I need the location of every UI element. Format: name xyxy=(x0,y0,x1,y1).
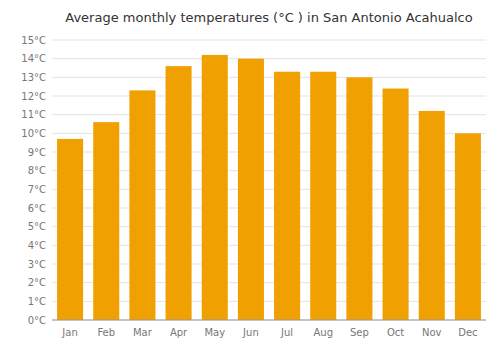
title: Average monthly temperatures (°C ) in Sa… xyxy=(65,10,472,25)
x-tick-label: Jan xyxy=(61,327,77,338)
grid-line xyxy=(52,320,486,321)
x-tick-label: Dec xyxy=(458,327,477,338)
x-tick-label: Oct xyxy=(387,327,404,338)
x-tick-label: Apr xyxy=(170,327,188,338)
bar xyxy=(129,90,155,320)
y-tick-label: 13°C xyxy=(21,72,46,83)
bar xyxy=(57,139,83,320)
x-tick-label: Nov xyxy=(422,327,442,338)
y-tick-label: 7°C xyxy=(28,184,46,195)
x-tick-label: Sep xyxy=(350,327,369,338)
bar xyxy=(383,89,409,320)
grid-line xyxy=(52,58,486,59)
bar xyxy=(238,59,264,320)
y-axis: 0°C 1°C 2°C 3°C 4°C 5°C 6°C 7°C 8°C 9°C 10°C 11°C 12… xyxy=(21,35,486,326)
y-tick-label: 3°C xyxy=(28,259,46,270)
y-tick-label: 10°C xyxy=(21,128,46,139)
x-axis: Jan Feb Mar Apr May Jun Jul Aug Sep Oct Nov Dec xyxy=(61,327,477,338)
grid-line xyxy=(52,40,486,41)
x-axis-line xyxy=(52,320,486,321)
bar xyxy=(346,77,372,320)
x-tick-label: Jun xyxy=(242,327,259,338)
bars xyxy=(57,55,481,320)
y-tick-label: 4°C xyxy=(28,240,46,251)
y-tick-label: 11°C xyxy=(21,109,46,120)
chart-container: Average monthly temperatures (°C ) in Sa… xyxy=(0,0,500,350)
y-tick-label: 1°C xyxy=(28,296,46,307)
bar xyxy=(455,133,481,320)
bar xyxy=(93,122,119,320)
bar xyxy=(419,111,445,320)
y-tick-label: 0°C xyxy=(28,315,46,326)
bar xyxy=(202,55,228,320)
x-tick-label: Feb xyxy=(97,327,115,338)
y-tick-label: 2°C xyxy=(28,277,46,288)
y-tick-label: 14°C xyxy=(21,53,46,64)
bar xyxy=(310,72,336,320)
grid-line xyxy=(52,96,486,97)
y-tick-label: 8°C xyxy=(28,165,46,176)
grid-line xyxy=(52,77,486,78)
bar xyxy=(274,72,300,320)
y-tick-label: 9°C xyxy=(28,147,46,158)
y-tick-label: 12°C xyxy=(21,91,46,102)
x-tick-label: Jul xyxy=(280,327,293,338)
x-tick-label: May xyxy=(204,327,225,338)
bar xyxy=(166,66,192,320)
x-tick-label: Mar xyxy=(133,327,153,338)
x-tick-label: Aug xyxy=(313,327,333,338)
y-tick-label: 5°C xyxy=(28,221,46,232)
y-tick-label: 15°C xyxy=(21,35,46,46)
y-tick-label: 6°C xyxy=(28,203,46,214)
chart-svg: Average monthly temperatures (°C ) in Sa… xyxy=(0,0,500,350)
